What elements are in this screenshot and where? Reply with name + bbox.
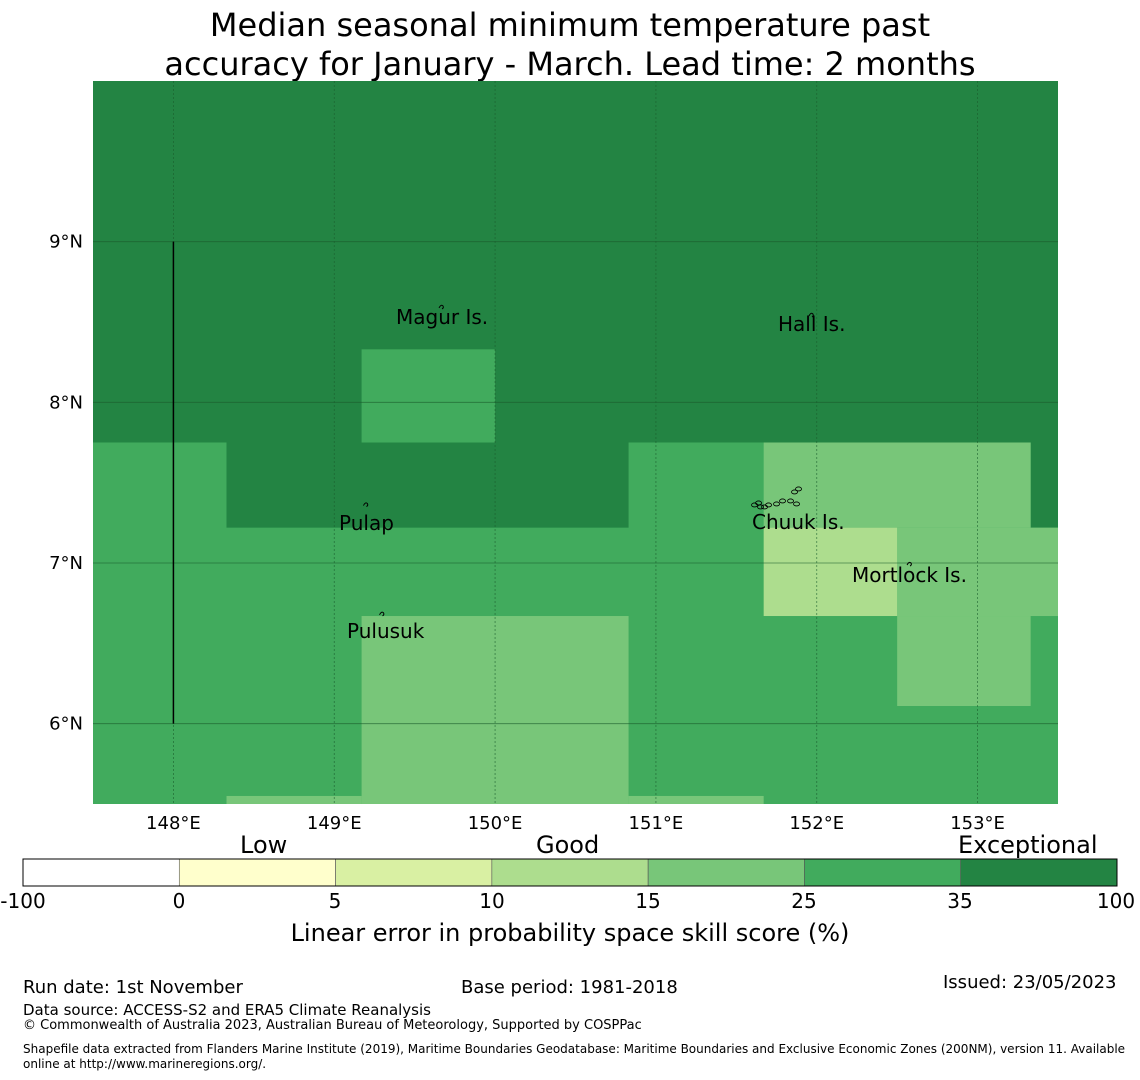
x-tick-label: 153°E — [950, 813, 1005, 830]
island-outline — [755, 500, 762, 506]
island-outline — [362, 502, 369, 508]
colorbar-label: Linear error in probability space skill … — [290, 919, 850, 947]
shapefile-credit-line-2: online at http://www.marineregions.org/. — [23, 1057, 267, 1071]
skill-cell-exceptional — [226, 442, 629, 528]
skill-cell-good_mid — [226, 795, 362, 804]
y-tick-label: 6°N — [49, 714, 83, 735]
island-outline — [779, 498, 786, 504]
colorbar-tick: 35 — [947, 889, 973, 913]
island-outline — [808, 312, 814, 318]
x-tick-label: 152°E — [789, 813, 844, 830]
colorbar-bin — [178, 858, 336, 887]
base-period: Base period: 1981-2018 — [461, 977, 678, 998]
y-tick-label: 7°N — [49, 553, 83, 574]
colorbar-bin — [647, 858, 805, 887]
issued-date: Issued: 23/05/2023 — [943, 972, 1117, 993]
island-outline — [773, 501, 780, 507]
colorbar-bin — [960, 858, 1118, 887]
colorbar-tick: 100 — [1096, 889, 1136, 913]
colorbar-bin — [804, 858, 962, 887]
chart-title-line-2: accuracy for January - March. Lead time:… — [164, 45, 976, 83]
colorbar-tick: 10 — [479, 889, 505, 913]
y-tick-label: 9°N — [49, 232, 83, 253]
island-outline — [761, 504, 768, 510]
island-outline — [438, 304, 444, 310]
colorbar-category-exceptional: Exceptional — [958, 831, 1098, 859]
shapefile-credit-line-1: Shapefile data extracted from Flanders M… — [23, 1042, 1126, 1056]
island-outline — [795, 486, 802, 492]
island-outline — [379, 611, 385, 617]
colorbar-bin — [22, 858, 180, 887]
place-label-chuuk: Chuuk Is. — [752, 510, 845, 534]
skill-cell-good_mid — [763, 442, 1031, 528]
colorbar-bin — [491, 858, 649, 887]
skill-cell-good_high — [361, 349, 496, 443]
place-label-pulusuk: Pulusuk — [347, 619, 425, 643]
colorbar-tick: 25 — [791, 889, 817, 913]
run-date: Run date: 1st November — [23, 977, 243, 998]
colorbar-category-low: Low — [240, 831, 288, 859]
colorbar-bin — [335, 858, 493, 887]
data-source: Data source: ACCESS-S2 and ERA5 Climate … — [23, 1001, 431, 1019]
colorbar-frame — [22, 858, 1118, 887]
colorbar — [22, 858, 1118, 887]
island-outline — [791, 489, 798, 495]
place-label-mortlock: Mortlock Is. — [852, 563, 967, 587]
skill-cell-good_mid — [897, 616, 1031, 706]
colorbar-category-good: Good — [536, 831, 600, 859]
place-label-magur: Magur Is. — [396, 305, 489, 329]
place-label-pulap: Pulap — [339, 511, 394, 535]
x-tick-label: 148°E — [146, 813, 201, 830]
skill-cell-good_low — [763, 527, 898, 617]
colorbar-tick: 15 — [635, 889, 661, 913]
colorbar-tick: 5 — [328, 889, 342, 913]
skill-cell-exceptional — [93, 81, 1058, 443]
colorbar-tick: -100 — [0, 889, 46, 913]
place-label-hall: Hall Is. — [778, 312, 846, 336]
x-tick-label: 151°E — [629, 813, 684, 830]
chart-title-line-1: Median seasonal minimum temperature past — [209, 6, 931, 44]
y-tick-label: 8°N — [49, 392, 83, 413]
skill-cell-exceptional — [1030, 442, 1058, 528]
island-outline — [793, 501, 800, 507]
x-tick-label: 149°E — [307, 813, 362, 830]
skill-cell-good_mid — [628, 795, 764, 804]
island-outline — [787, 498, 794, 504]
colorbar-tick: 0 — [172, 889, 186, 913]
skill-map: 148°E 149°E 150°E 151°E 152°E 153°E 9°N 8°N 7°N 6… — [49, 81, 1058, 830]
island-outline — [906, 561, 912, 567]
copyright: © Commonwealth of Australia 2023, Austra… — [23, 1018, 642, 1033]
x-tick-label: 150°E — [468, 813, 523, 830]
